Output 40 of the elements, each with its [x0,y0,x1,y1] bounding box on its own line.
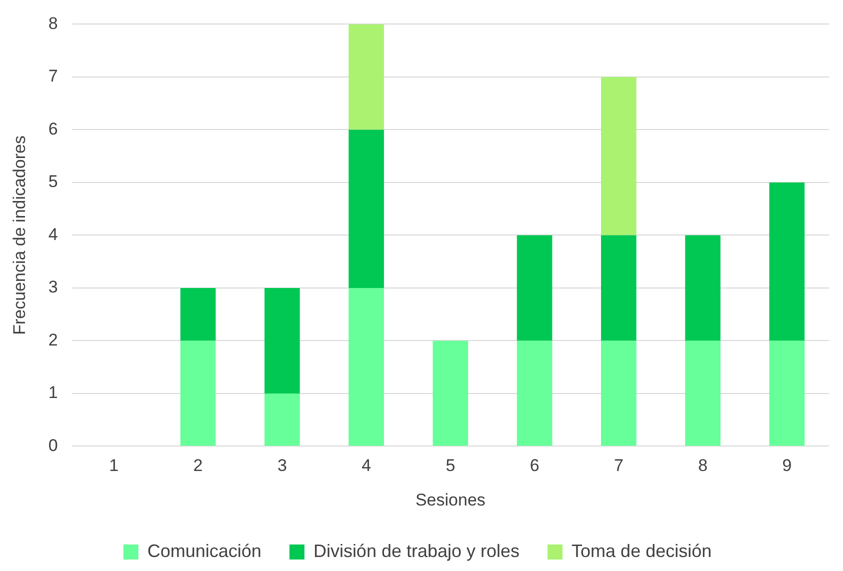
y-tick-label: 8 [48,14,58,33]
x-tick-label: 7 [614,456,624,476]
bar [264,393,300,446]
bar [180,340,216,446]
y-axis-title: Frecuencia de indicadores [10,135,29,335]
y-tick-label: 2 [48,330,58,350]
x-tick-label: 6 [530,456,540,476]
y-tick-label: 5 [48,172,58,192]
legend-label: Comunicación [147,540,262,561]
x-tick-label: 4 [362,456,372,476]
y-tick-label: 7 [48,66,58,86]
bar [601,340,636,446]
y-tick-label: 0 [48,436,58,455]
bar [348,130,384,288]
x-tick-label: 8 [698,456,708,476]
bar [432,340,468,446]
legend-label: División de trabajo y roles [313,540,520,561]
bar [348,288,384,446]
x-tick-label: 9 [782,456,792,476]
bar [769,340,805,446]
bar [348,24,384,130]
bar [685,235,720,341]
x-axis-title: Sesiones [415,490,486,510]
x-tick-label: 3 [277,456,287,476]
bar [769,182,805,341]
y-tick-label: 3 [48,278,58,297]
bar [685,340,720,446]
bar [180,288,216,341]
bar [264,288,300,394]
bar [601,235,636,341]
x-tick-label: 1 [109,456,119,476]
x-tick-label: 2 [193,456,203,476]
y-tick-label: 4 [48,224,58,244]
y-tick-label: 1 [48,383,58,402]
legend-label: Toma de decisión [572,540,712,561]
bar [601,76,636,236]
bar [516,340,552,446]
x-tick-label: 5 [446,456,456,476]
bar [516,235,552,341]
y-tick-label: 6 [48,119,58,138]
